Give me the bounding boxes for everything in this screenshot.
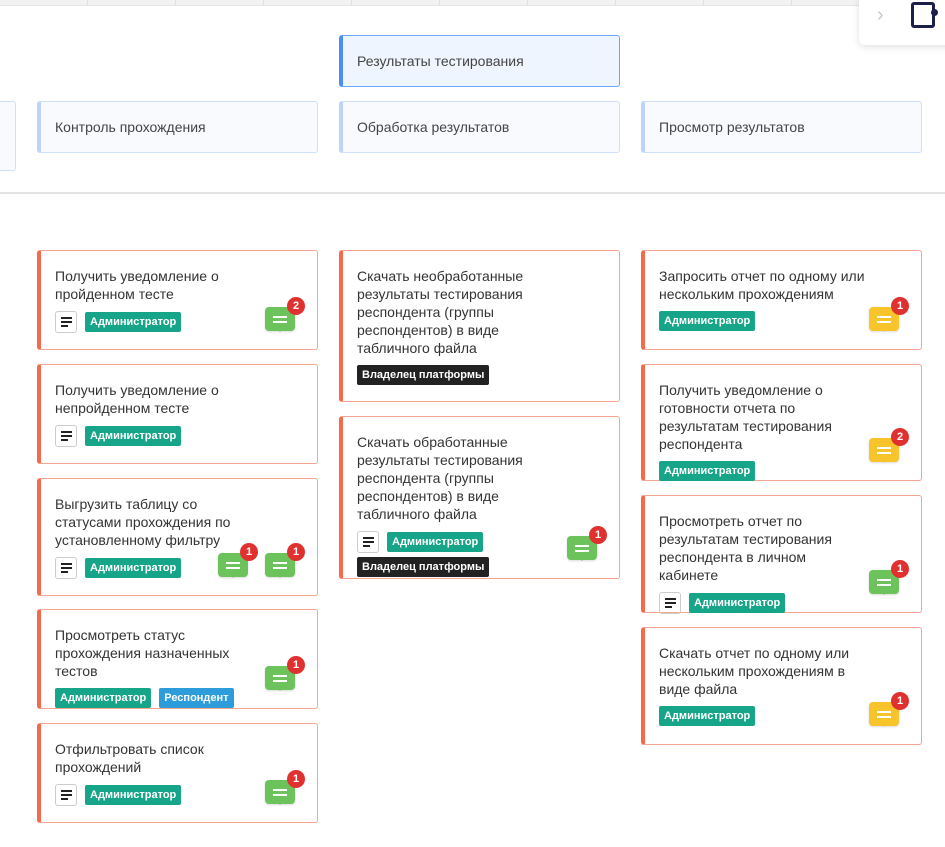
comment-icon[interactable]: 2 <box>265 297 305 332</box>
tag-list: Администратор <box>55 557 255 579</box>
role-tag: Администратор <box>85 426 182 446</box>
device-icon[interactable] <box>911 2 938 28</box>
role-tag: Администратор <box>659 706 756 726</box>
comment-count-badge: 2 <box>287 297 305 315</box>
tag-list: Администратор Респондент <box>55 688 255 708</box>
tree-node-partial[interactable] <box>0 101 16 171</box>
card-title: Выгрузить таблицу со статусами прохожден… <box>55 496 231 548</box>
card-title: Запросить отчет по одному или нескольким… <box>659 268 865 302</box>
tree-node-processing[interactable]: Обработка результатов <box>339 101 620 153</box>
role-tag: Администратор <box>85 312 182 332</box>
story-card[interactable]: Получить уведомление о пройденном тесте А… <box>37 250 318 350</box>
tag-list: Администратор <box>55 425 255 447</box>
comment-count-badge: 2 <box>891 428 909 446</box>
node-label: Результаты тестирования <box>357 53 524 69</box>
top-ruler <box>0 0 945 6</box>
toolbar-panel: › <box>859 0 945 45</box>
tag-list: Администратор Владелец платформы <box>357 531 557 577</box>
comment-count-badge: 1 <box>589 526 607 544</box>
card-title: Получить уведомление о непройденном тест… <box>55 382 219 416</box>
role-tag: Владелец платформы <box>357 557 490 577</box>
comment-icon[interactable]: 1 <box>218 543 258 578</box>
tag-list: Администратор <box>659 461 859 481</box>
story-card[interactable]: Отфильтровать список прохождений Админист… <box>37 723 318 823</box>
card-title: Скачать необработанные результаты тестир… <box>357 268 524 356</box>
description-icon[interactable] <box>659 592 681 614</box>
description-icon[interactable] <box>55 784 77 806</box>
comment-icon[interactable]: 1 <box>567 526 607 561</box>
divider <box>0 192 945 194</box>
story-card[interactable]: Скачать обработанные результаты тестиров… <box>339 416 620 579</box>
tree-node-root[interactable]: Результаты тестирования <box>339 35 620 87</box>
tag-list: Администратор <box>659 706 859 726</box>
comment-icon[interactable]: 1 <box>869 560 909 595</box>
story-card[interactable]: Получить уведомление о готовности отчета… <box>641 364 922 481</box>
role-tag: Администратор <box>659 461 756 481</box>
comment-count-badge: 1 <box>287 656 305 674</box>
description-icon[interactable] <box>357 531 379 553</box>
node-label: Контроль прохождения <box>55 119 206 135</box>
story-card[interactable]: Запросить отчет по одному или нескольким… <box>641 250 922 350</box>
description-icon[interactable] <box>55 311 77 333</box>
description-icon[interactable] <box>55 557 77 579</box>
role-tag: Администратор <box>387 532 484 552</box>
card-title: Скачать отчет по одному или нескольким п… <box>659 645 850 697</box>
story-card[interactable]: Выгрузить таблицу со статусами прохожден… <box>37 478 318 596</box>
role-tag: Администратор <box>689 593 786 613</box>
comment-count-badge: 1 <box>287 770 305 788</box>
role-tag: Владелец платформы <box>357 365 490 385</box>
role-tag: Респондент <box>159 688 234 708</box>
story-card[interactable]: Просмотреть статус прохождения назначенн… <box>37 609 318 709</box>
role-tag: Администратор <box>659 311 756 331</box>
story-card[interactable]: Получить уведомление о непройденном тест… <box>37 364 318 464</box>
node-label: Обработка результатов <box>357 119 510 135</box>
role-tag: Администратор <box>85 558 182 578</box>
card-title: Просмотреть статус прохождения назначенн… <box>55 627 230 679</box>
comment-count-badge: 1 <box>891 692 909 710</box>
comment-count-badge: 1 <box>891 560 909 578</box>
comment-icon[interactable]: 1 <box>869 692 909 727</box>
story-card[interactable]: Просмотреть отчет по результатам тестиро… <box>641 495 922 614</box>
card-title: Отфильтровать список прохождений <box>55 741 204 775</box>
role-tag: Администратор <box>85 785 182 805</box>
comment-count-badge: 1 <box>891 297 909 315</box>
comment-icon[interactable]: 1 <box>869 297 909 332</box>
comment-count-badge: 1 <box>287 543 305 561</box>
story-card[interactable]: Скачать необработанные результаты тестир… <box>339 250 620 402</box>
tag-list: Администратор <box>55 784 255 806</box>
chevron-right-icon[interactable]: › <box>877 4 884 26</box>
description-icon[interactable] <box>55 425 77 447</box>
comment-icon[interactable]: 1 <box>265 543 305 578</box>
tag-list: Администратор <box>659 592 859 614</box>
comment-count-badge: 1 <box>240 543 258 561</box>
tag-list: Владелец платформы <box>357 365 557 385</box>
card-title: Получить уведомление о пройденном тесте <box>55 268 219 302</box>
role-tag: Администратор <box>55 688 152 708</box>
comment-icon[interactable]: 1 <box>265 770 305 805</box>
tag-list: Администратор <box>55 311 255 333</box>
story-card[interactable]: Скачать отчет по одному или нескольким п… <box>641 627 922 745</box>
tag-list: Администратор <box>659 311 859 331</box>
card-title: Получить уведомление о готовности отчета… <box>659 382 832 452</box>
comment-icon[interactable]: 2 <box>869 428 909 463</box>
card-title: Просмотреть отчет по результатам тестиро… <box>659 513 832 583</box>
tree-node-view[interactable]: Просмотр результатов <box>641 101 922 153</box>
card-title: Скачать обработанные результаты тестиров… <box>357 434 523 522</box>
node-label: Просмотр результатов <box>659 119 805 135</box>
tree-node-control[interactable]: Контроль прохождения <box>37 101 318 153</box>
comment-icon[interactable]: 1 <box>265 656 305 691</box>
